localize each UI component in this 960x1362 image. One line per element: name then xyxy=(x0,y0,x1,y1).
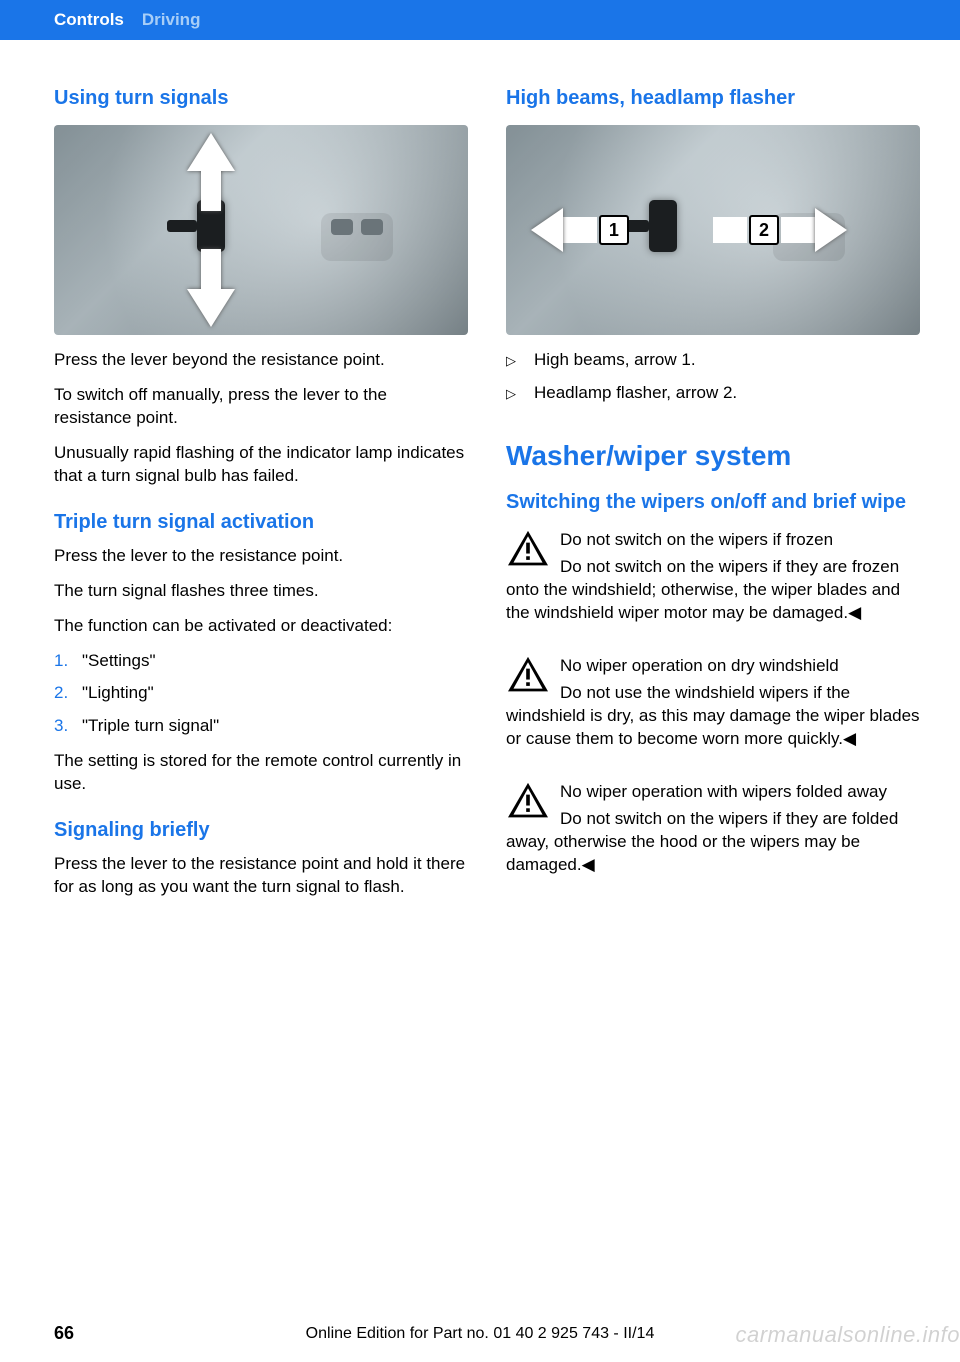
arrow-left-icon: 1 xyxy=(531,208,631,252)
list-item: 1."Settings" xyxy=(54,650,468,673)
warning-title: Do not switch on the wipers if frozen xyxy=(506,529,920,552)
warning-dry: No wiper operation on dry windshield Do … xyxy=(506,655,920,763)
warning-icon xyxy=(506,655,550,695)
step-number: 3. xyxy=(54,715,82,738)
list-item: 3."Triple turn signal" xyxy=(54,715,468,738)
list-text: High beams, arrow 1. xyxy=(534,349,696,372)
callout-badge-2: 2 xyxy=(749,215,779,245)
para: Press the lever to the resistance point. xyxy=(54,545,468,568)
content-columns: Using turn signals Press the lever beyon… xyxy=(0,40,960,911)
step-label: "Settings" xyxy=(82,650,156,673)
settings-steps: 1."Settings" 2."Lighting" 3."Triple turn… xyxy=(54,650,468,739)
para: The function can be activated or deactiv… xyxy=(54,615,468,638)
para: To switch off manually, press the lever … xyxy=(54,384,468,430)
right-column: High beams, headlamp flasher 1 2 xyxy=(506,86,920,911)
para: Unusually rapid flashing of the indicato… xyxy=(54,442,468,488)
warning-text: Do not switch on the wipers if they are … xyxy=(506,808,920,877)
para: Press the lever beyond the resistance po… xyxy=(54,349,468,372)
warning-icon xyxy=(506,781,550,821)
para: The setting is stored for the remote con… xyxy=(54,750,468,796)
figure-high-beams-lever: 1 2 xyxy=(506,125,920,335)
warning-title: No wiper operation with wipers folded aw… xyxy=(506,781,920,804)
left-column: Using turn signals Press the lever beyon… xyxy=(54,86,468,911)
warning-text: Do not use the windshield wipers if the … xyxy=(506,682,920,751)
arrow-right-icon: 2 xyxy=(713,208,847,252)
heading-switching-wipers: Switching the wipers on/off and brief wi… xyxy=(506,490,920,515)
warning-folded: No wiper operation with wipers folded aw… xyxy=(506,781,920,889)
heading-turn-signals: Using turn signals xyxy=(54,86,468,111)
list-item: ▷ Headlamp flasher, arrow 2. xyxy=(506,382,920,405)
list-text: Headlamp flasher, arrow 2. xyxy=(534,382,737,405)
header-tab-driving: Driving xyxy=(142,10,201,30)
heading-signaling-briefly: Signaling briefly xyxy=(54,818,468,843)
warning-title: No wiper operation on dry windshield xyxy=(506,655,920,678)
step-number: 2. xyxy=(54,682,82,705)
para: The turn signal flashes three times. xyxy=(54,580,468,603)
page-number: 66 xyxy=(54,1323,74,1344)
arrow-up-icon xyxy=(187,133,235,171)
bullet-icon: ▷ xyxy=(506,385,524,405)
page: Controls Driving Using turn signals Pres… xyxy=(0,0,960,1362)
warning-frozen: Do not switch on the wipers if frozen Do… xyxy=(506,529,920,637)
heading-triple-turn: Triple turn signal activation xyxy=(54,510,468,535)
step-label: "Triple turn signal" xyxy=(82,715,219,738)
heading-high-beams: High beams, headlamp flasher xyxy=(506,86,920,111)
warning-text: Do not switch on the wipers if they are … xyxy=(506,556,920,625)
list-item: 2."Lighting" xyxy=(54,682,468,705)
high-beams-list: ▷ High beams, arrow 1. ▷ Headlamp flasher,… xyxy=(506,349,920,405)
figure-turn-signal-lever xyxy=(54,125,468,335)
arrow-down-icon xyxy=(187,289,235,327)
header-bar: Controls Driving xyxy=(0,0,960,40)
step-label: "Lighting" xyxy=(82,682,154,705)
list-item: ▷ High beams, arrow 1. xyxy=(506,349,920,372)
warning-icon xyxy=(506,529,550,569)
heading-washer-wiper: Washer/wiper system xyxy=(506,439,920,473)
para: Press the lever to the resistance point … xyxy=(54,853,468,899)
footer: 66 Online Edition for Part no. 01 40 2 9… xyxy=(0,1323,960,1344)
bullet-icon: ▷ xyxy=(506,352,524,372)
callout-badge-1: 1 xyxy=(599,215,629,245)
footer-edition: Online Edition for Part no. 01 40 2 925 … xyxy=(306,1325,655,1343)
step-number: 1. xyxy=(54,650,82,673)
header-tab-controls: Controls xyxy=(54,10,124,30)
